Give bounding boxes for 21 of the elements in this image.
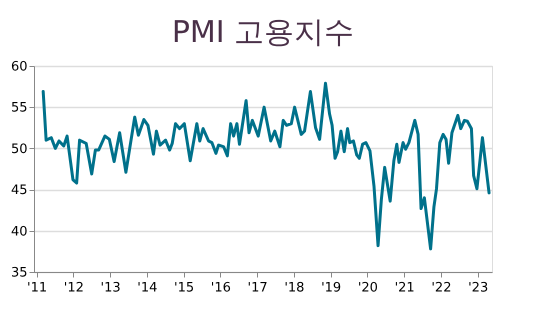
x-tick-label: '17 — [248, 280, 268, 296]
y-tick-label: 40 — [10, 224, 28, 240]
x-tick-label: '23 — [468, 280, 488, 296]
y-tick-label: 35 — [10, 266, 28, 280]
x-tick-label: '16 — [210, 280, 231, 296]
y-tick-label: 55 — [10, 100, 28, 116]
y-tick-label: 60 — [10, 60, 28, 74]
y-tick-label: 45 — [10, 183, 28, 198]
x-tick-label: '22 — [431, 280, 452, 296]
x-tick-label: '19 — [321, 280, 342, 296]
line-series — [42, 82, 491, 250]
x-tick-label: '14 — [137, 280, 158, 296]
chart-title: PMI 고용지수 — [172, 15, 354, 50]
x-tick-label: '15 — [174, 280, 194, 296]
x-tick-label: '12 — [64, 280, 84, 296]
y-tick-label: 50 — [10, 142, 28, 157]
x-tick-label: '18 — [284, 280, 304, 296]
x-tick-label: '21 — [394, 280, 415, 296]
x-tick-label: '20 — [358, 280, 378, 296]
x-tick-label: '13 — [100, 280, 121, 296]
x-tick-label: '11 — [27, 280, 48, 296]
